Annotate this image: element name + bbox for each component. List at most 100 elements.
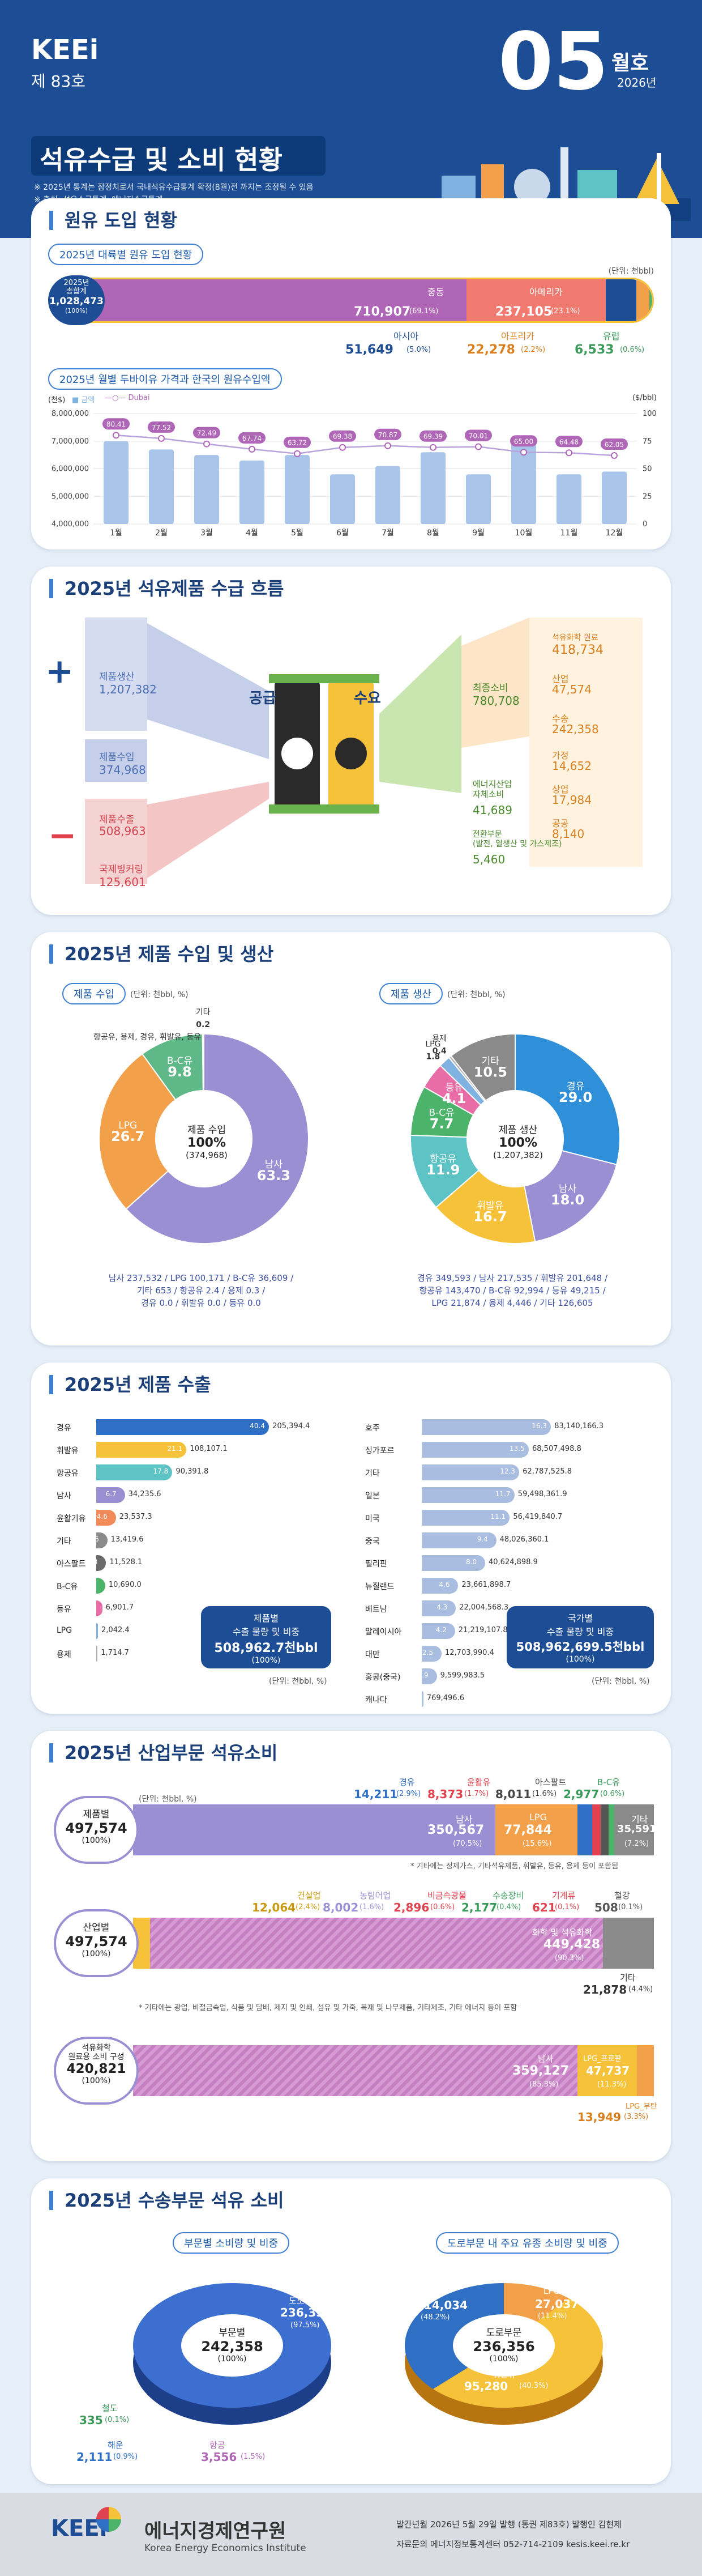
dubai-label: 69.38 xyxy=(333,433,352,441)
export-category: 일본 xyxy=(365,1492,380,1501)
footer-org-en: Korea Energy Economics Institute xyxy=(144,2543,306,2554)
dubai-label-bg xyxy=(148,421,175,433)
export-bar-4 xyxy=(422,1510,510,1526)
dubai-point-4 xyxy=(249,445,255,453)
export-category: 기타 xyxy=(57,1537,71,1546)
export-bar-3 xyxy=(96,1487,125,1503)
pie-label-value: 16.7 xyxy=(473,1209,507,1225)
export-pct: 16.3 xyxy=(532,1422,547,1430)
export-bar-11 xyxy=(422,1668,437,1684)
r2-machine-v: 621 xyxy=(532,1901,556,1914)
r1-other-v: 35,591 xyxy=(617,1823,657,1835)
asia-value: 51,649 xyxy=(345,343,393,357)
prod-center: 제품 생산 100% (1,207,382) xyxy=(493,1125,543,1160)
r1-lpg-v: 77,844 xyxy=(504,1823,552,1837)
transport-center-1: 부문별 242,358 (100%) xyxy=(201,2327,263,2364)
section-title-imp-prod: 2025년 제품 수입 및 생산 xyxy=(49,944,273,964)
pie-slice-3 xyxy=(410,1134,480,1208)
dubai-label-bg xyxy=(102,418,130,430)
row1-note: * 기타에는 정제가스, 기타석유제품, 휘발유, 등유, 용제 등이 포함됨 xyxy=(410,1862,619,1871)
pie-slice-8 xyxy=(450,1033,516,1102)
r2-transeq-p: (0.4%) xyxy=(496,1903,521,1911)
bunker-name: 국제벙커링 xyxy=(99,864,144,875)
export-value: 9,599,983.5 xyxy=(440,1671,485,1680)
pie-label-name: 휘발유 xyxy=(477,1200,503,1212)
diesel-p: (48.2%) xyxy=(421,2313,450,2322)
ytick-left: 4,000,000 xyxy=(52,520,89,529)
r1-naphtha-n: 남사 xyxy=(456,1814,473,1825)
export-value: 205,394.4 xyxy=(272,1422,310,1430)
pie-label-name: 항공유 xyxy=(430,1153,456,1165)
pill-imp: 제품 수입 xyxy=(62,983,126,1004)
r1-lube-v: 8,373 xyxy=(427,1787,464,1801)
dubai-label-bg xyxy=(465,429,492,441)
export-category: 대만 xyxy=(365,1650,380,1659)
row1-badge: 제품별 497,574 (100%) xyxy=(54,1796,139,1864)
row3-seg-butane xyxy=(637,2045,654,2096)
r2-chem-n: 화학 및 석유화학 xyxy=(532,1927,593,1938)
r2-other-p: (4.4%) xyxy=(628,1985,653,1994)
transport-donut-left xyxy=(133,2283,331,2425)
export-value: 23,661,898.7 xyxy=(461,1581,511,1589)
legend-bar: ■ 금액 xyxy=(72,396,95,405)
r3-propane-n: LPG_프로판 xyxy=(583,2055,622,2063)
export-value: 68,507,498.8 xyxy=(532,1445,581,1453)
export-category: 기타 xyxy=(365,1469,380,1478)
export-bar-5 xyxy=(96,1532,108,1548)
year: 2026년 xyxy=(617,76,657,90)
export-bar-2 xyxy=(422,1464,520,1480)
dubai-point-6 xyxy=(339,444,346,451)
export-value: 23,537.3 xyxy=(119,1513,152,1521)
gasoline-n: 휘발유 xyxy=(493,2369,516,2379)
r2-nonmetal-v: 2,896 xyxy=(393,1901,430,1914)
footer-pub: 발간년월 2026년 5월 29일 발행 (통권 제83호) 발행인 김현제 xyxy=(396,2519,622,2530)
lpg-n: LPG xyxy=(543,2286,560,2296)
dubai-label-bg xyxy=(238,432,266,444)
export-category: 미국 xyxy=(365,1514,380,1523)
pie-label-name: 경유 xyxy=(567,1081,584,1092)
xtick-label: 10월 xyxy=(515,529,533,538)
pie-label-name: LPG xyxy=(425,1040,440,1049)
road-p: (97.5%) xyxy=(290,2321,320,2330)
unit-exp-1: (단위: 천bbl, %) xyxy=(269,1677,327,1686)
export-pct: 12.3 xyxy=(500,1467,515,1475)
export-pct: 13.5 xyxy=(510,1445,525,1453)
axis-right-unit: ($/bbl) xyxy=(632,394,657,402)
sea-v: 2,111 xyxy=(76,2450,113,2464)
xtick-label: 7월 xyxy=(382,529,394,538)
pie-label-value: 7.7 xyxy=(430,1115,454,1131)
dubai-point-9 xyxy=(475,443,482,450)
export-pct: 0.2 xyxy=(404,1694,415,1702)
continent-bar xyxy=(48,278,654,323)
r2-nonmetal-p: (0.6%) xyxy=(430,1903,455,1911)
road-n: 도로 xyxy=(289,2296,305,2306)
export-value: 13,419.6 xyxy=(110,1535,144,1544)
export-pct: 2.1 xyxy=(85,1581,97,1589)
pie-label-name: B-C유 xyxy=(429,1107,454,1118)
r2-const-p: (2.4%) xyxy=(296,1903,320,1911)
section-transport: 2025년 수송부문 석유 소비 부문별 소비량 및 비중 도로부문 내 주요 … xyxy=(31,2178,671,2484)
r2-chem-v: 449,428 xyxy=(543,1938,601,1952)
xtick-label: 2월 xyxy=(155,529,168,538)
export-category: 등유 xyxy=(57,1605,71,1614)
export-pct: 4.3 xyxy=(436,1603,448,1611)
pie-label-value: 63.3 xyxy=(257,1168,290,1183)
export-pct: 11.1 xyxy=(490,1513,506,1521)
export-pct: 6.7 xyxy=(105,1490,117,1498)
petchem-value: 418,734 xyxy=(552,643,603,657)
r1-diesel-p: (2.9%) xyxy=(396,1790,421,1798)
r2-agri-n: 농림어업 xyxy=(359,1891,391,1901)
asia-name: 아시아 xyxy=(393,331,419,342)
xtick-label: 6월 xyxy=(336,529,349,538)
export-pct: 1.9 xyxy=(417,1671,429,1679)
public-name: 공공 xyxy=(552,818,569,829)
export-value: 48,026,360.1 xyxy=(499,1535,549,1544)
dubai-label-bg xyxy=(420,430,447,442)
export-category: 호주 xyxy=(365,1424,380,1433)
dubai-label: 63.72 xyxy=(288,439,307,447)
r1-diesel-n: 경유 xyxy=(399,1777,415,1787)
dubai-point-11 xyxy=(566,449,572,457)
power-name: 전환부문 (발전, 열생산 및 가스제조) xyxy=(473,830,562,849)
unit-exp-2: (단위: 천bbl, %) xyxy=(592,1677,650,1686)
